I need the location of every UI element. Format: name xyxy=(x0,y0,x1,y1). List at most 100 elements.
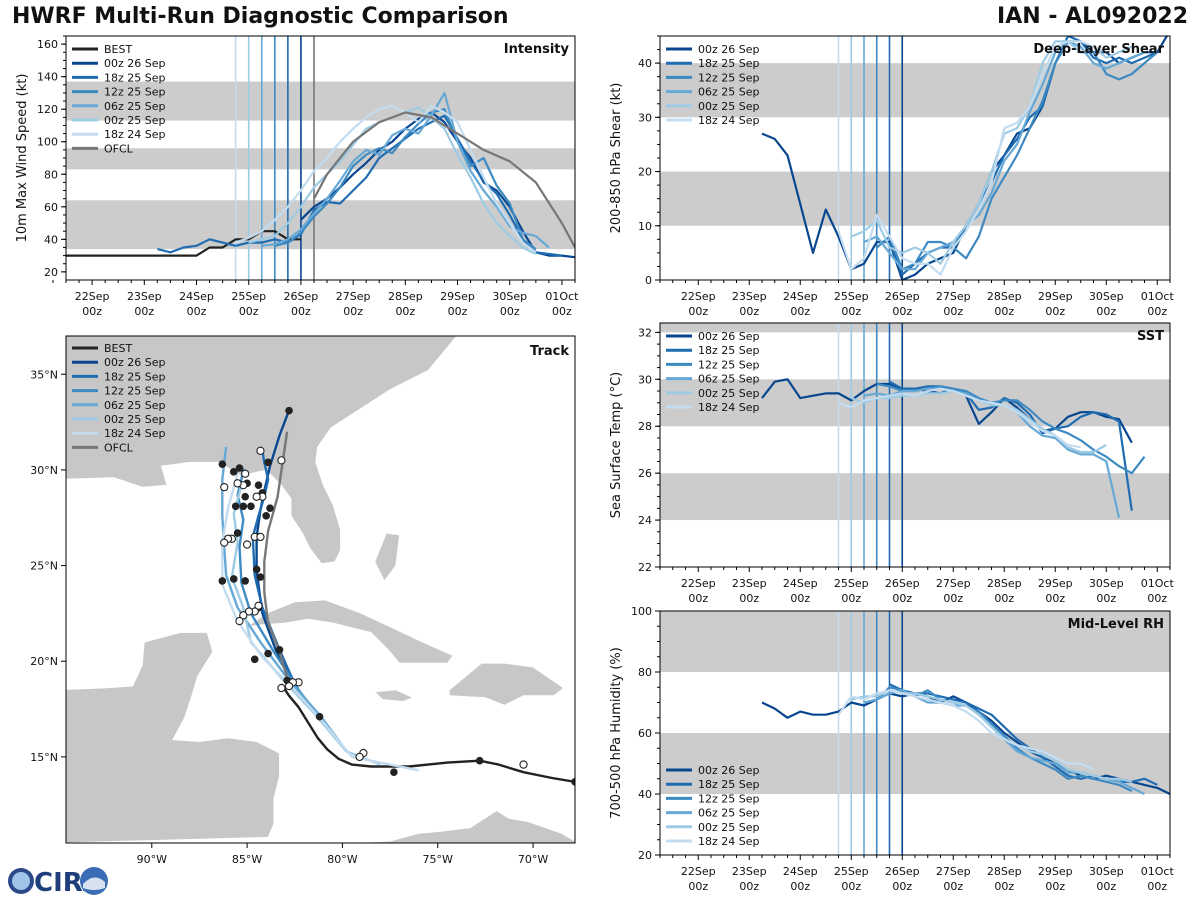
x-tick-label: 00z xyxy=(688,592,708,605)
x-tick-label: 00z xyxy=(790,592,810,605)
x-tick-label: 00z xyxy=(552,305,572,318)
x-tick-label: 25Sep xyxy=(231,290,266,303)
series-line xyxy=(300,111,575,259)
series-line xyxy=(261,91,550,249)
land-mass xyxy=(374,532,401,582)
track-marker-open xyxy=(355,752,364,762)
x-tick-label: 00z xyxy=(841,305,861,318)
legend-label: 06z 25 Sep xyxy=(104,399,166,412)
series-line xyxy=(66,230,301,257)
series-line xyxy=(274,108,537,250)
y-tick-label: 22 xyxy=(638,561,652,574)
panel-title: Track xyxy=(530,344,569,359)
y-tick-label: 20 xyxy=(638,849,652,862)
series-line xyxy=(157,114,563,257)
legend-label: 00z 26 Sep xyxy=(698,330,760,343)
y-tick-label: 60 xyxy=(44,201,58,214)
land-mass xyxy=(246,599,454,664)
track-marker-open xyxy=(239,611,248,620)
track-line xyxy=(280,683,575,783)
x-tick-label: 00z xyxy=(1045,880,1065,893)
series-line xyxy=(313,111,575,249)
y-tick-label: 0 xyxy=(645,274,652,287)
lat-tick-label: 35°N xyxy=(30,368,58,381)
shaded-band xyxy=(660,611,1170,672)
track-marker-open xyxy=(519,760,528,769)
x-tick-label: 27Sep xyxy=(336,290,371,303)
lon-tick-label: 80°W xyxy=(327,853,357,866)
sst-panel: 22 24 26 28 30 32 22Sep 00z 23Sep 00z 24Sep 00z 25Se… xyxy=(609,322,1174,605)
x-tick-label: 30Sep xyxy=(492,290,527,303)
y-tick-label: 20 xyxy=(44,266,58,279)
x-tick-label: 28Sep xyxy=(987,577,1022,590)
y-tick-label: 28 xyxy=(638,420,652,433)
x-tick-label: 25Sep xyxy=(834,290,869,303)
shaded-band xyxy=(66,81,575,121)
legend-label: 18z 25 Sep xyxy=(698,344,760,357)
track-marker-filled xyxy=(571,777,575,786)
land-mass xyxy=(66,632,280,843)
x-tick-label: 00z xyxy=(994,305,1014,318)
track-marker-filled xyxy=(275,645,284,654)
track-marker-open xyxy=(256,532,265,542)
legend-label: 18z 24 Sep xyxy=(104,128,166,141)
x-tick-label: 00z xyxy=(343,305,363,318)
legend-label: 00z 25 Sep xyxy=(698,821,760,834)
lat-tick-label: 25°N xyxy=(30,560,58,573)
series-line xyxy=(235,104,537,254)
x-tick-label: 00z xyxy=(892,592,912,605)
x-tick-label: 00z xyxy=(1147,880,1167,893)
lat-tick-label: 30°N xyxy=(30,464,58,477)
track-marker-filled xyxy=(262,512,270,520)
x-tick-label: 28Sep xyxy=(388,290,423,303)
x-tick-label: 00z xyxy=(943,880,963,893)
panel-title: SST xyxy=(1137,329,1164,344)
x-tick-label: 00z xyxy=(1096,592,1116,605)
x-tick-label: 00z xyxy=(841,880,861,893)
legend-label: 18z 25 Sep xyxy=(698,57,760,70)
track-panel: 90°W 85°W 80°W 75°W 70°W 15°N 20°N 25°N 30°N 35°N… xyxy=(30,335,576,866)
y-tick-label: 80 xyxy=(638,666,652,679)
x-tick-label: 00z xyxy=(448,305,468,318)
legend-label: 00z 26 Sep xyxy=(104,57,166,70)
x-tick-label: 22Sep xyxy=(75,290,110,303)
y-tick-label: 120 xyxy=(37,103,58,116)
series-line xyxy=(761,378,1133,444)
legend-label: 00z 25 Sep xyxy=(698,387,760,400)
x-tick-label: 26Sep xyxy=(885,865,920,878)
shaded-band xyxy=(660,379,1170,427)
x-tick-label: 30Sep xyxy=(1089,290,1124,303)
track-marker-filled xyxy=(390,768,398,777)
y-tick-label: 100 xyxy=(37,136,58,149)
panel-title: Intensity xyxy=(504,42,570,57)
y-axis-label: 10m Max Wind Speed (kt) xyxy=(15,74,30,243)
x-tick-label: 00z xyxy=(1096,880,1116,893)
x-tick-label: 26Sep xyxy=(284,290,319,303)
y-tick-label: 40 xyxy=(638,57,652,70)
lon-tick-label: 75°W xyxy=(423,853,453,866)
track-marker-filled xyxy=(250,655,259,664)
legend-label: 06z 25 Sep xyxy=(698,373,760,386)
x-tick-label: 00z xyxy=(1096,305,1116,318)
track-marker-filled xyxy=(266,504,274,512)
x-tick-label: 23Sep xyxy=(732,290,767,303)
x-tick-label: 29Sep xyxy=(1038,577,1073,590)
x-tick-label: 00z xyxy=(943,305,963,318)
y-tick-label: 24 xyxy=(638,514,652,527)
legend-label: OFCL xyxy=(104,142,134,155)
x-tick-label: 00z xyxy=(1045,305,1065,318)
x-tick-label: 00z xyxy=(994,880,1014,893)
x-tick-label: 01Oct xyxy=(1141,865,1175,878)
track-marker-open xyxy=(277,456,286,465)
land-mass xyxy=(348,810,575,843)
x-tick-label: 00z xyxy=(82,305,102,318)
lat-tick-label: 20°N xyxy=(30,655,58,668)
shaded-band xyxy=(66,200,575,250)
y-tick-label: 80 xyxy=(44,168,58,181)
legend-label: 12z 25 Sep xyxy=(698,792,760,805)
legend-label: 00z 26 Sep xyxy=(698,764,760,777)
shaded-band xyxy=(66,148,575,170)
track-marker-filled xyxy=(475,756,484,765)
legend-label: BEST xyxy=(104,342,132,355)
